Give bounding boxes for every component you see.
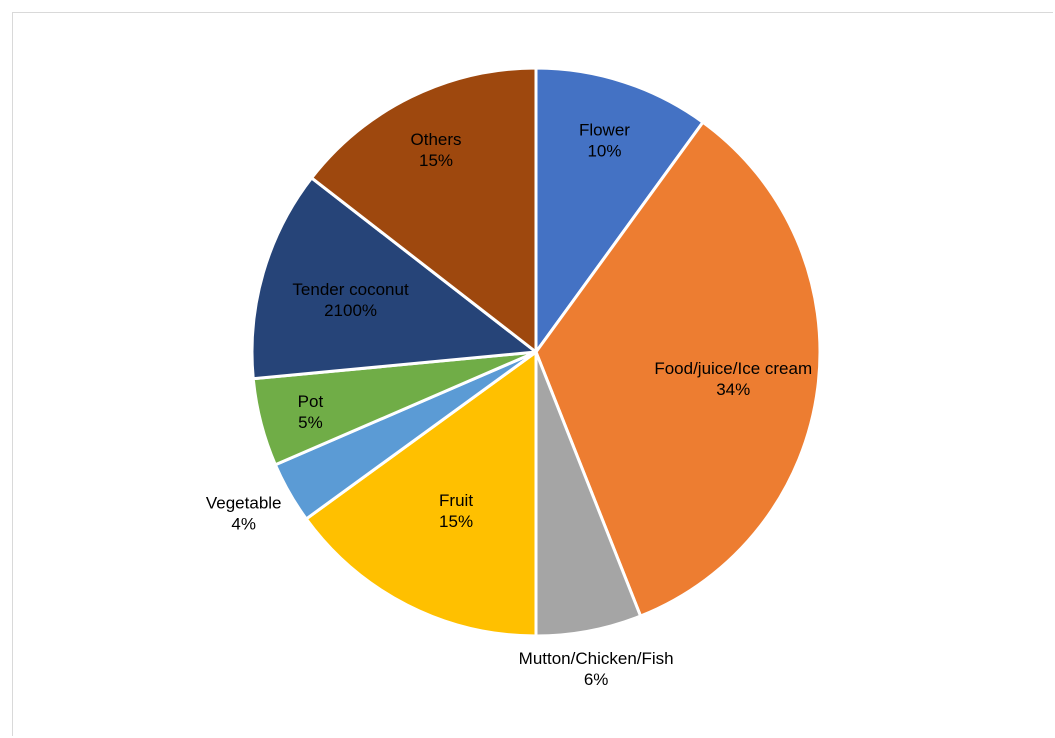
slice-percent-label: 6% — [584, 670, 609, 689]
slice-label: Pot 5% — [298, 392, 324, 432]
slice-percent-label: 15% — [439, 512, 473, 531]
slice-category-label: Others — [411, 130, 462, 149]
slice-percent-label: 2100% — [324, 301, 377, 320]
slice-category-label: Tender coconut — [292, 280, 409, 299]
slice-label: Food/juice/Ice cream 34% — [654, 359, 812, 399]
pie-slice-flower — [534, 66, 705, 354]
slice-label: Mutton/Chicken/Fish 6% — [519, 649, 674, 689]
slice-label: Flower 10% — [579, 120, 630, 160]
slice-percent-label: 10% — [587, 141, 621, 160]
slice-category-label: Flower — [579, 120, 630, 139]
pie-slices — [250, 66, 822, 638]
slice-category-label: Pot — [298, 392, 324, 411]
slice-category-label: Vegetable — [206, 494, 282, 513]
pie-labels: Flower 10% Food/juice/Ice cream 34% Mutton/C… — [206, 120, 812, 689]
slice-label: Fruit 15% — [439, 491, 473, 531]
pie-slice-tender-coconut — [250, 176, 538, 381]
slice-percent-label: 4% — [231, 515, 256, 534]
slice-category-label: Mutton/Chicken/Fish — [519, 649, 674, 668]
pie-slice-food-juice-ice-cream — [534, 120, 822, 618]
slice-label: Vegetable 4% — [206, 494, 282, 534]
slice-percent-label: 34% — [716, 380, 750, 399]
slice-label: Tender coconut 2100% — [292, 280, 409, 320]
slice-category-label: Fruit — [439, 491, 473, 510]
pie-slice-others — [310, 66, 538, 354]
slice-label: Others 15% — [411, 130, 462, 170]
slice-percent-label: 5% — [298, 413, 323, 432]
slice-category-label: Food/juice/Ice cream — [654, 359, 812, 378]
pie-slice-fruit — [304, 350, 538, 638]
slice-percent-label: 15% — [419, 151, 453, 170]
